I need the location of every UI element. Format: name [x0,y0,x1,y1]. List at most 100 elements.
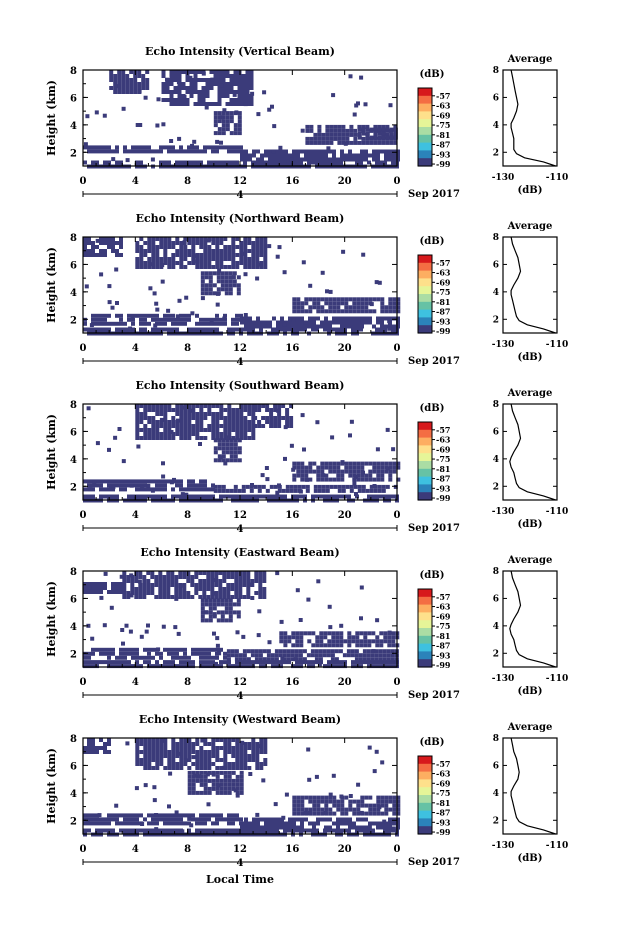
heatmap-cell [221,127,226,132]
heatmap-cell [217,98,222,102]
heatmap-cell [183,758,188,763]
heatmap-cell [313,484,318,489]
heatmap-cell [194,575,199,579]
heatmap-cell [190,311,195,316]
heatmap-cell [87,483,91,488]
y-tick-label: 8 [70,567,77,578]
heatmap-cell [195,742,200,746]
heatmap-cell [296,473,301,478]
heatmap-cell [191,660,195,665]
heatmap-cell [175,821,179,826]
heatmap-cell [139,428,144,432]
heatmap-cell [87,664,91,669]
heatmap-cell [357,135,362,140]
heatmap-cell [87,651,91,656]
heatmap-cell [191,404,196,408]
heatmap-cell [187,660,191,665]
heatmap-cell [131,664,135,669]
heatmap-cell [99,241,103,245]
heatmap-cell [315,828,319,833]
heatmap-cell [372,477,377,482]
heatmap-cell [85,114,90,119]
heatmap-cell [264,466,269,470]
heatmap-cell [271,660,275,665]
heatmap-cell [356,309,361,314]
heatmap-cell [222,591,227,595]
heatmap-cell [195,651,199,656]
heatmap-cell [216,598,221,603]
heatmap-cell [294,653,299,658]
heatmap-cell [135,762,140,766]
heatmap-cell [296,811,301,816]
heatmap-cell [143,817,147,822]
heatmap-cell [339,664,343,669]
heatmap-cell [227,817,231,822]
heatmap-cell [83,160,87,165]
heatmap-cell [207,817,211,822]
heatmap-cell [179,762,184,766]
heatmap-cell [119,241,123,245]
heatmap-cell [87,746,91,750]
heatmap-cell [99,249,103,253]
heatmap-cell [103,647,107,652]
heatmap-cell [324,825,328,830]
heatmap-cell [91,253,95,257]
heatmap-cell [222,765,227,770]
heatmap-cell [222,108,227,113]
heatmap-cell [221,442,226,447]
heatmap-cell [211,404,216,408]
heatmap-cell [210,571,215,575]
heatmap-cell [311,494,315,499]
heatmap-cell [292,821,296,826]
heatmap-cell [292,157,296,162]
heatmap-cell [312,324,316,329]
heatmap-cell [320,817,324,822]
heatmap-cell [243,664,247,669]
heatmap-cell [205,78,210,82]
heatmap-cell [182,587,187,591]
heatmap-cell [211,412,216,416]
heatmap-cell [177,94,182,98]
heatmap-cell [147,237,152,241]
heatmap-cell [223,762,228,766]
heatmap-cell [197,70,202,74]
heatmap-cell [243,261,248,265]
heatmap-cell [372,324,376,329]
heatmap-cell [229,74,234,78]
heatmap-cell [151,237,156,241]
heatmap-cell [215,664,219,669]
heatmap-cell [325,484,330,489]
heatmap-cell [187,494,191,499]
heatmap-cell [225,450,230,455]
heatmap-cell [186,575,191,579]
heatmap-cell [312,153,316,158]
heatmap-cell [183,651,187,656]
heatmap-cell [175,655,179,660]
heatmap-cell [174,587,179,591]
x-tick-label: 20 [338,844,352,855]
heatmap-cell [166,579,171,583]
heatmap-cell [231,821,235,826]
heatmap-cell [213,438,218,443]
heatmap-cell [272,821,276,826]
heatmap-cell [291,494,295,499]
heatmap-cell [190,579,195,583]
heatmap-cell [287,828,291,833]
heatmap-cell [265,404,270,408]
heatmap-cell [292,825,296,830]
heatmap-cell [327,639,332,644]
heatmap-cell [327,160,331,165]
heatmap-cell [187,742,192,746]
colorbar-swatch [418,484,432,493]
heatmap-cell [265,488,270,493]
heatmap-cell [298,657,303,662]
heatmap-cell [247,742,252,746]
heatmap-cell [375,447,380,452]
heatmap-cell [119,253,123,257]
heatmap-cell [332,149,336,154]
heatmap-cell [235,416,240,420]
heatmap-cell [208,287,213,292]
heatmap-cell [295,327,299,332]
heatmap-cell [352,477,357,482]
heatmap-cell [143,742,148,746]
